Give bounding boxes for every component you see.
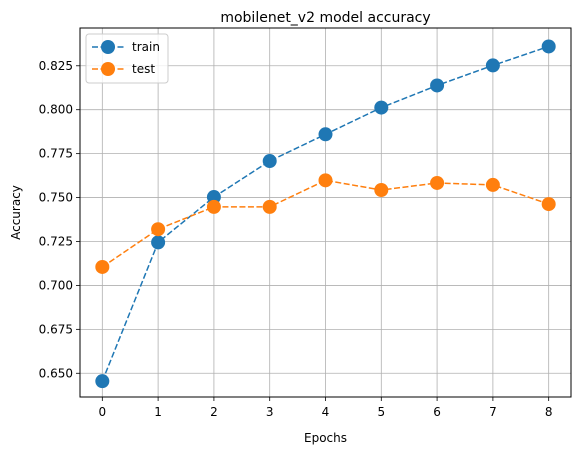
data-point-test: [541, 197, 556, 212]
x-tick-label: 3: [266, 405, 274, 419]
y-tick-label: 0.700: [39, 278, 73, 292]
legend-marker: [101, 62, 115, 76]
data-point-train: [262, 154, 277, 169]
x-tick-label: 5: [377, 405, 385, 419]
legend-marker: [101, 40, 115, 54]
x-tick-label: 4: [322, 405, 330, 419]
data-point-train: [374, 100, 389, 115]
x-tick-label: 2: [210, 405, 218, 419]
data-point-test: [95, 259, 110, 274]
data-point-train: [430, 78, 445, 93]
series-test: [95, 173, 556, 274]
legend-item-test: test: [92, 62, 155, 76]
y-tick-label: 0.750: [39, 191, 73, 205]
ticks: 0 1 2 3 4 5 6 7 8 0.650 0.675 0.700 0.725 0.750 0.775 0…: [39, 59, 553, 419]
legend-label: train: [132, 40, 160, 54]
chart-title: mobilenet_v2 model accuracy: [220, 10, 430, 26]
x-tick-label: 7: [489, 405, 497, 419]
data-point-train: [485, 58, 500, 73]
series-train: [95, 39, 556, 389]
data-point-train: [95, 374, 110, 389]
x-tick-label: 1: [154, 405, 162, 419]
x-tick-label: 8: [545, 405, 553, 419]
y-tick-label: 0.725: [39, 234, 73, 248]
data-point-test: [151, 222, 166, 237]
y-axis-label: Accuracy: [9, 185, 23, 240]
x-axis-label: Epochs: [304, 431, 347, 445]
y-tick-label: 0.675: [39, 322, 73, 336]
series-line-test: [101, 179, 549, 268]
x-tick-label: 0: [98, 405, 106, 419]
data-point-test: [430, 175, 445, 190]
data-point-train: [541, 39, 556, 54]
legend-label: test: [132, 62, 155, 76]
data-point-train: [206, 190, 221, 205]
legend-item-train: train: [92, 40, 160, 54]
grid: [80, 28, 571, 397]
x-tick-label: 6: [433, 405, 441, 419]
y-tick-label: 0.800: [39, 103, 73, 117]
data-point-test: [374, 183, 389, 198]
data-point-test: [485, 177, 500, 192]
data-point-test: [318, 173, 333, 188]
series-layer: [95, 39, 556, 389]
y-tick-label: 0.650: [39, 366, 73, 380]
y-tick-label: 0.775: [39, 147, 73, 161]
data-point-train: [318, 127, 333, 142]
data-point-test: [262, 199, 277, 214]
data-point-test: [206, 199, 221, 214]
legend: train test: [85, 33, 169, 84]
y-tick-label: 0.825: [39, 59, 73, 73]
data-point-train: [151, 235, 166, 250]
